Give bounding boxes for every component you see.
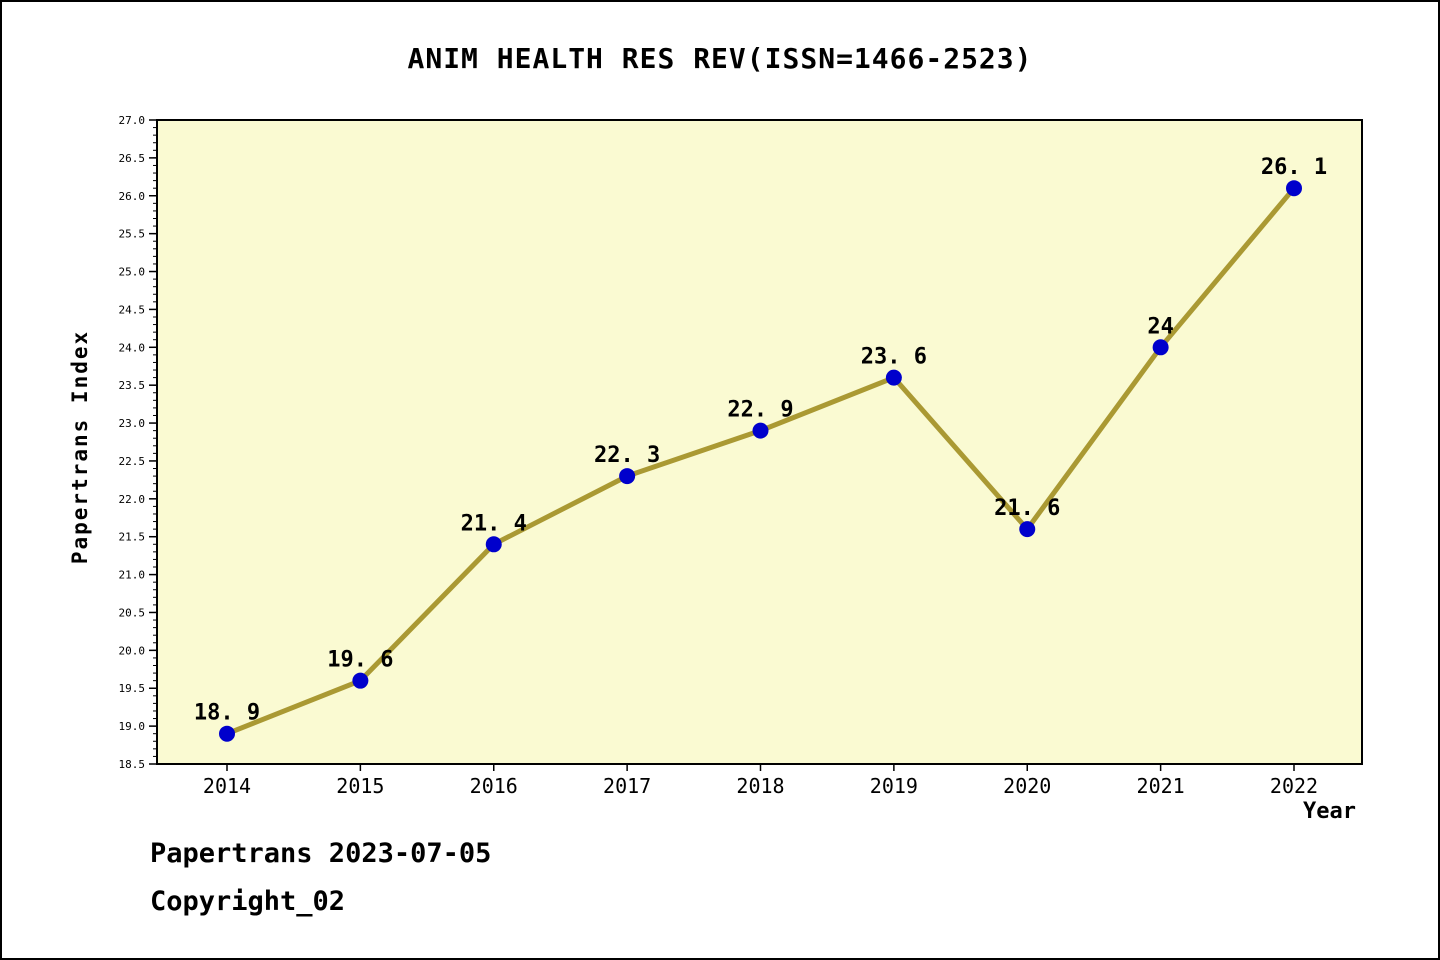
svg-text:25.5: 25.5: [119, 228, 146, 241]
svg-text:24.5: 24.5: [119, 303, 146, 316]
svg-text:26.5: 26.5: [119, 152, 146, 165]
svg-text:2018: 2018: [736, 774, 784, 798]
svg-text:20.5: 20.5: [119, 606, 146, 619]
svg-text:21. 6: 21. 6: [994, 496, 1060, 521]
footer-copyright: Copyright_02: [150, 886, 346, 917]
svg-text:24: 24: [1147, 314, 1174, 339]
svg-text:26. 1: 26. 1: [1261, 155, 1327, 180]
svg-text:2022: 2022: [1270, 774, 1318, 798]
svg-text:2019: 2019: [870, 774, 918, 798]
svg-text:20.0: 20.0: [119, 644, 146, 657]
svg-text:25.0: 25.0: [119, 266, 146, 279]
footer-date: Papertrans 2023-07-05: [150, 838, 492, 869]
svg-text:18.5: 18.5: [119, 758, 146, 771]
svg-text:19. 6: 19. 6: [327, 648, 393, 673]
svg-text:22.0: 22.0: [119, 493, 146, 506]
svg-text:26.0: 26.0: [119, 190, 146, 203]
svg-text:23.5: 23.5: [119, 379, 146, 392]
svg-text:2016: 2016: [470, 774, 518, 798]
svg-text:2014: 2014: [203, 774, 251, 798]
svg-text:19.0: 19.0: [119, 720, 146, 733]
svg-text:19.5: 19.5: [119, 682, 146, 695]
svg-text:18. 9: 18. 9: [194, 701, 260, 726]
svg-text:23. 6: 23. 6: [861, 345, 927, 370]
svg-text:2015: 2015: [336, 774, 384, 798]
svg-text:22.5: 22.5: [119, 455, 146, 468]
svg-text:22. 9: 22. 9: [727, 398, 793, 423]
svg-text:2020: 2020: [1003, 774, 1051, 798]
y-axis-label: Papertrans Index: [68, 329, 92, 565]
svg-text:21.0: 21.0: [119, 569, 146, 582]
svg-text:21. 4: 21. 4: [461, 511, 527, 536]
x-axis-label: Year: [1303, 799, 1356, 824]
svg-text:22. 3: 22. 3: [594, 443, 660, 468]
svg-text:2017: 2017: [603, 774, 651, 798]
svg-text:21.5: 21.5: [119, 531, 146, 544]
svg-text:2021: 2021: [1137, 774, 1185, 798]
svg-text:23.0: 23.0: [119, 417, 146, 430]
svg-text:24.0: 24.0: [119, 341, 146, 354]
chart-title: ANIM HEALTH RES REV(ISSN=1466-2523): [407, 42, 1033, 75]
svg-text:27.0: 27.0: [119, 114, 146, 127]
